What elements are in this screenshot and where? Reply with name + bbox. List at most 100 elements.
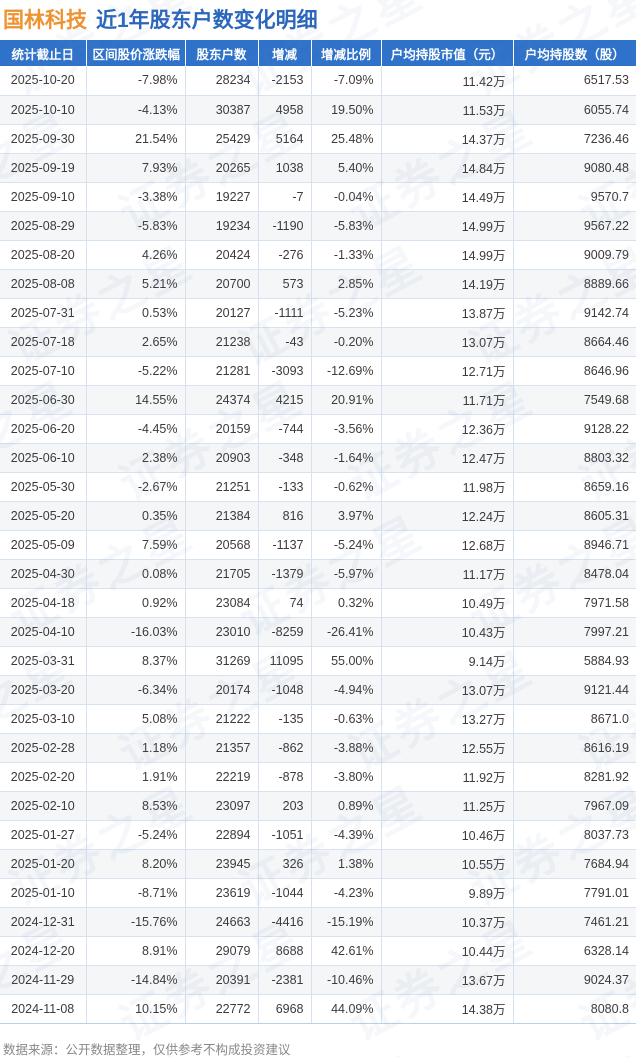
cell-delta-ratio: -3.88% [311,733,382,763]
cell-date: 2025-09-30 [0,124,87,154]
table-header-row: 统计截止日 区间股价涨跌幅 股东户数 增减 增减比例 户均持股市值（元） 户均持… [0,40,636,66]
cell-date: 2025-01-27 [0,820,87,850]
cell-price-change: -15.76% [86,907,186,937]
table-row: 2025-01-20 8.20% 23945 326 1.38% 10.55万 7684.9… [0,849,636,879]
cell-holders: 21251 [185,472,259,502]
cell-delta-ratio: -1.64% [311,443,382,473]
cell-price-change: 8.20% [86,849,186,879]
table-row: 2025-05-09 7.59% 20568 -1137 -5.24% 12.68万 894… [0,530,636,560]
cell-price-change: -5.24% [86,820,186,850]
cell-date: 2025-09-10 [0,182,87,212]
cell-avg-shares: 9080.48 [513,153,636,183]
cell-date: 2025-10-10 [0,95,87,125]
cell-avg-market-value: 12.36万 [381,414,514,444]
table-row: 2024-12-20 8.91% 29079 8688 42.61% 10.44万 6328… [0,936,636,966]
cell-avg-shares: 7791.01 [513,878,636,908]
cell-avg-shares: 7967.09 [513,791,636,821]
cell-delta-ratio: 3.97% [311,501,382,531]
column-header-price-change[interactable]: 区间股价涨跌幅 [86,40,186,66]
cell-holders: 19234 [185,211,259,241]
cell-holders: 31269 [185,646,259,676]
cell-date: 2024-11-08 [0,994,87,1024]
cell-date: 2025-02-28 [0,733,87,763]
cell-price-change: 7.59% [86,530,186,560]
cell-delta: -135 [258,704,312,734]
column-header-avg-market-value[interactable]: 户均持股市值（元） [381,40,514,66]
cell-avg-shares: 8803.32 [513,443,636,473]
cell-holders: 30387 [185,95,259,125]
cell-delta-ratio: 44.09% [311,994,382,1024]
cell-avg-market-value: 11.17万 [381,559,514,589]
cell-date: 2025-09-19 [0,153,87,183]
cell-holders: 20159 [185,414,259,444]
column-header-avg-shares[interactable]: 户均持股数（股） [513,40,636,66]
table-row: 2024-12-31 -15.76% 24663 -4416 -15.19% 10.37万… [0,907,636,937]
cell-holders: 20424 [185,240,259,270]
cell-avg-market-value: 13.87万 [381,298,514,328]
cell-delta: 816 [258,501,312,531]
cell-delta-ratio: -4.94% [311,675,382,705]
table-row: 2025-09-30 21.54% 25429 5164 25.48% 14.37万 723… [0,124,636,154]
cell-delta-ratio: 2.85% [311,269,382,299]
cell-price-change: -7.98% [86,66,186,96]
cell-avg-market-value: 12.71万 [381,356,514,386]
cell-delta-ratio: -3.80% [311,762,382,792]
cell-avg-shares: 6055.74 [513,95,636,125]
cell-delta: 8688 [258,936,312,966]
table-row: 2025-08-20 4.26% 20424 -276 -1.33% 14.99万 9009… [0,240,636,270]
cell-holders: 22894 [185,820,259,850]
cell-delta-ratio: 55.00% [311,646,382,676]
column-header-delta-ratio[interactable]: 增减比例 [311,40,382,66]
column-header-date[interactable]: 统计截止日 [0,40,87,66]
column-header-delta[interactable]: 增减 [258,40,312,66]
table-row: 2025-04-18 0.92% 23084 74 0.32% 10.49万 7971.58 [0,588,636,618]
cell-date: 2025-03-31 [0,646,87,676]
cell-delta: -2153 [258,66,312,96]
table-body: 2025-10-20 -7.98% 28234 -2153 -7.09% 11.42万 65… [0,66,636,1024]
column-header-holders[interactable]: 股东户数 [185,40,259,66]
cell-holders: 21222 [185,704,259,734]
cell-avg-shares: 8659.16 [513,472,636,502]
cell-delta-ratio: 19.50% [311,95,382,125]
cell-avg-market-value: 14.38万 [381,994,514,1024]
cell-price-change: 1.18% [86,733,186,763]
cell-delta: 573 [258,269,312,299]
cell-holders: 23619 [185,878,259,908]
cell-date: 2025-02-20 [0,762,87,792]
cell-delta: 11095 [258,646,312,676]
cell-delta-ratio: -5.23% [311,298,382,328]
cell-delta: -7 [258,182,312,212]
cell-avg-market-value: 11.98万 [381,472,514,502]
cell-holders: 20265 [185,153,259,183]
cell-avg-shares: 9142.74 [513,298,636,328]
cell-delta: -348 [258,443,312,473]
cell-avg-shares: 9024.37 [513,965,636,995]
cell-price-change: 8.91% [86,936,186,966]
cell-holders: 23084 [185,588,259,618]
cell-holders: 20391 [185,965,259,995]
cell-delta-ratio: 1.38% [311,849,382,879]
cell-date: 2025-06-10 [0,443,87,473]
cell-delta-ratio: -0.04% [311,182,382,212]
cell-avg-shares: 8671.0 [513,704,636,734]
cell-delta-ratio: -1.33% [311,240,382,270]
cell-avg-shares: 8889.66 [513,269,636,299]
cell-delta: 6968 [258,994,312,1024]
cell-delta: -878 [258,762,312,792]
cell-date: 2025-08-20 [0,240,87,270]
cell-avg-market-value: 13.67万 [381,965,514,995]
table-row: 2025-08-29 -5.83% 19234 -1190 -5.83% 14.99万 95… [0,211,636,241]
cell-date: 2025-08-08 [0,269,87,299]
cell-avg-market-value: 14.49万 [381,182,514,212]
cell-price-change: 10.15% [86,994,186,1024]
cell-delta: -276 [258,240,312,270]
cell-holders: 22219 [185,762,259,792]
cell-avg-market-value: 11.53万 [381,95,514,125]
cell-avg-shares: 8664.46 [513,327,636,357]
cell-date: 2025-10-20 [0,66,87,96]
cell-date: 2025-05-09 [0,530,87,560]
cell-holders: 24663 [185,907,259,937]
cell-holders: 23945 [185,849,259,879]
cell-date: 2025-07-31 [0,298,87,328]
